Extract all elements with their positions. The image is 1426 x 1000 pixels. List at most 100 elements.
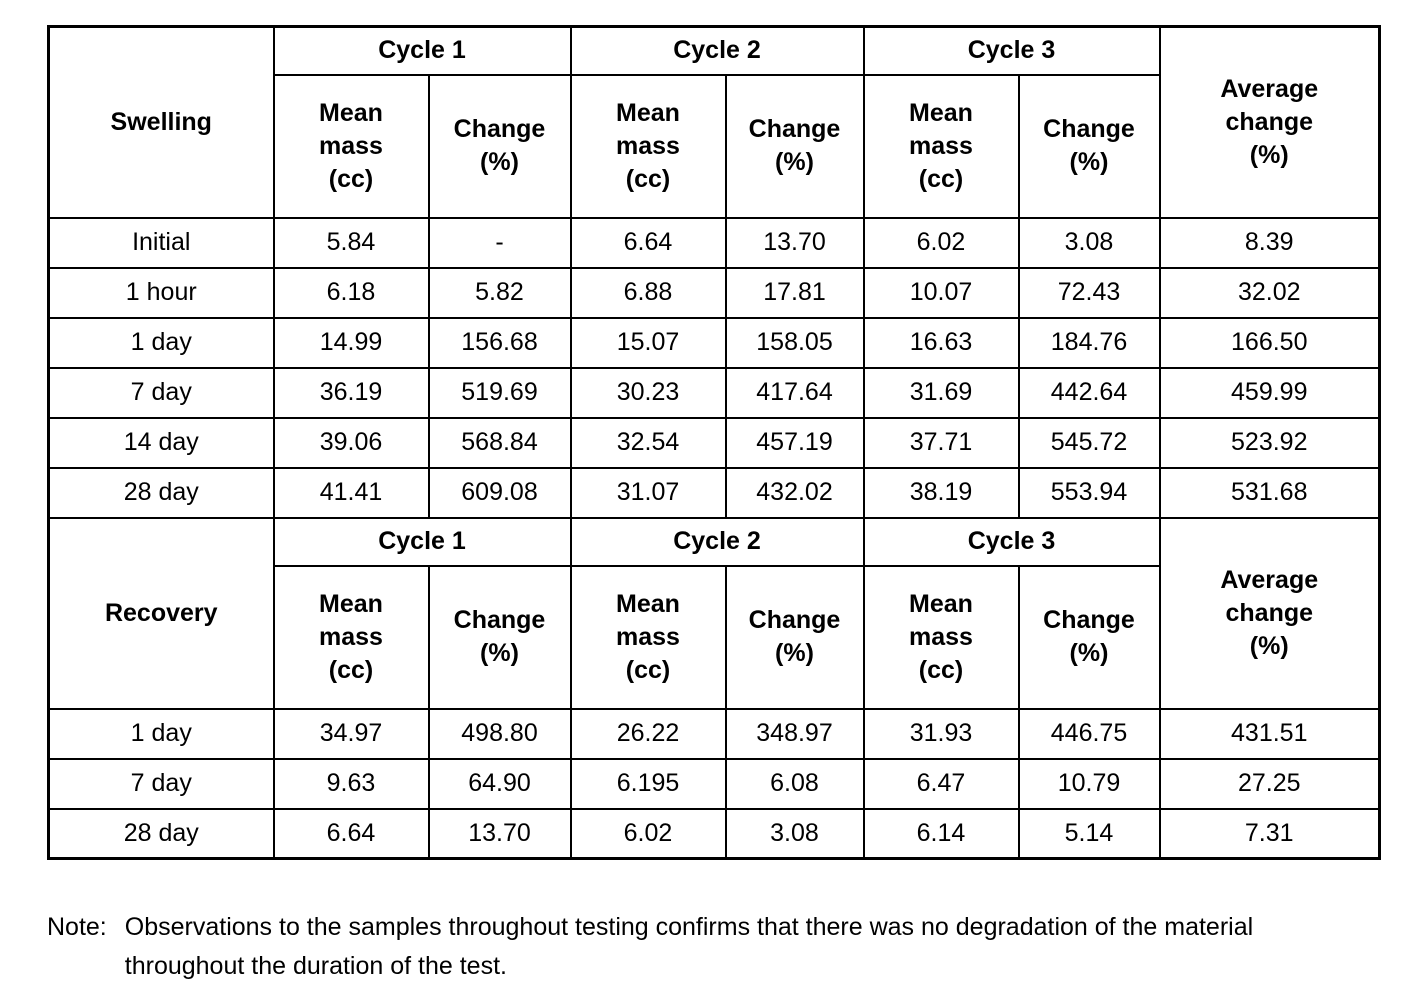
section-label-recovery: Recovery bbox=[47, 516, 275, 710]
row-label: 1 hour bbox=[47, 266, 275, 319]
data-cell: 6.18 bbox=[272, 266, 430, 319]
data-cell: 442.64 bbox=[1017, 366, 1161, 419]
data-cell: 31.07 bbox=[569, 466, 727, 519]
table-row: 1 hour 6.18 5.82 6.88 17.81 10.07 72.43 … bbox=[47, 266, 1381, 319]
data-cell: 158.05 bbox=[724, 316, 865, 369]
swelling-c2-change-header: Change (%) bbox=[724, 73, 865, 219]
data-cell: 32.54 bbox=[569, 416, 727, 469]
section-label-swelling: Swelling bbox=[47, 25, 275, 219]
recovery-c1-change-header: Change (%) bbox=[427, 564, 572, 710]
data-cell: 568.84 bbox=[427, 416, 572, 469]
table-row: Initial 5.84 - 6.64 13.70 6.02 3.08 8.39 bbox=[47, 216, 1381, 269]
data-cell: 38.19 bbox=[862, 466, 1020, 519]
data-cell: 3.08 bbox=[724, 807, 865, 860]
table-row: 7 day 9.63 64.90 6.195 6.08 6.47 10.79 2… bbox=[47, 757, 1381, 810]
data-cell: 8.39 bbox=[1158, 216, 1381, 269]
data-cell: 5.14 bbox=[1017, 807, 1161, 860]
swelling-cycle1-header: Cycle 1 bbox=[272, 25, 572, 76]
recovery-c2-mass-header: Mean mass (cc) bbox=[569, 564, 727, 710]
data-cell: 34.97 bbox=[272, 707, 430, 760]
data-cell: 6.64 bbox=[272, 807, 430, 860]
data-cell: 531.68 bbox=[1158, 466, 1381, 519]
data-cell: 6.02 bbox=[569, 807, 727, 860]
data-cell: 348.97 bbox=[724, 707, 865, 760]
data-cell: 184.76 bbox=[1017, 316, 1161, 369]
recovery-c1-mass-header: Mean mass (cc) bbox=[272, 564, 430, 710]
recovery-cycle3-header: Cycle 3 bbox=[862, 516, 1161, 567]
footnote: Note: Observations to the samples throug… bbox=[47, 908, 1377, 986]
data-cell: - bbox=[427, 216, 572, 269]
data-cell: 6.02 bbox=[862, 216, 1020, 269]
data-cell: 7.31 bbox=[1158, 807, 1381, 860]
row-label: 28 day bbox=[47, 466, 275, 519]
data-cell: 41.41 bbox=[272, 466, 430, 519]
data-cell: 31.69 bbox=[862, 366, 1020, 419]
row-label: Initial bbox=[47, 216, 275, 269]
footnote-text: Observations to the samples throughout t… bbox=[124, 913, 1254, 980]
data-cell: 6.08 bbox=[724, 757, 865, 810]
data-cell: 10.79 bbox=[1017, 757, 1161, 810]
data-cell: 15.07 bbox=[569, 316, 727, 369]
data-cell: 32.02 bbox=[1158, 266, 1381, 319]
table-row: 1 day 14.99 156.68 15.07 158.05 16.63 18… bbox=[47, 316, 1381, 369]
swelling-c3-change-header: Change (%) bbox=[1017, 73, 1161, 219]
data-cell: 519.69 bbox=[427, 366, 572, 419]
data-cell: 72.43 bbox=[1017, 266, 1161, 319]
data-cell: 37.71 bbox=[862, 416, 1020, 469]
data-cell: 31.93 bbox=[862, 707, 1020, 760]
data-cell: 5.84 bbox=[272, 216, 430, 269]
recovery-subheader-row: Mean mass (cc) Change (%) Mean mass (cc)… bbox=[49, 564, 1380, 710]
data-cell: 30.23 bbox=[569, 366, 727, 419]
data-cell: 27.25 bbox=[1158, 757, 1381, 810]
row-label: 1 day bbox=[47, 316, 275, 369]
row-label: 14 day bbox=[47, 416, 275, 469]
data-cell: 10.07 bbox=[862, 266, 1020, 319]
footnote-label: Note: bbox=[47, 913, 107, 941]
data-cell: 6.14 bbox=[862, 807, 1020, 860]
data-cell: 432.02 bbox=[724, 466, 865, 519]
data-cell: 6.88 bbox=[569, 266, 727, 319]
data-cell: 39.06 bbox=[272, 416, 430, 469]
table-row: 28 day 6.64 13.70 6.02 3.08 6.14 5.14 7.… bbox=[47, 807, 1381, 860]
data-cell: 64.90 bbox=[427, 757, 572, 810]
data-cell: 6.47 bbox=[862, 757, 1020, 810]
data-cell: 36.19 bbox=[272, 366, 430, 419]
data-cell: 545.72 bbox=[1017, 416, 1161, 469]
data-cell: 457.19 bbox=[724, 416, 865, 469]
row-label: 7 day bbox=[47, 757, 275, 810]
swelling-average-header: Average change (%) bbox=[1158, 25, 1381, 219]
swelling-c2-mass-header: Mean mass (cc) bbox=[569, 73, 727, 219]
data-cell: 6.195 bbox=[569, 757, 727, 810]
data-cell: 17.81 bbox=[724, 266, 865, 319]
recovery-average-header: Average change (%) bbox=[1158, 516, 1381, 710]
data-cell: 156.68 bbox=[427, 316, 572, 369]
data-cell: 3.08 bbox=[1017, 216, 1161, 269]
data-cell: 523.92 bbox=[1158, 416, 1381, 469]
swelling-subheader-row: Mean mass (cc) Change (%) Mean mass (cc)… bbox=[49, 73, 1380, 219]
data-cell: 166.50 bbox=[1158, 316, 1381, 369]
data-cell: 13.70 bbox=[427, 807, 572, 860]
swelling-c1-mass-header: Mean mass (cc) bbox=[272, 73, 430, 219]
data-cell: 14.99 bbox=[272, 316, 430, 369]
recovery-c3-change-header: Change (%) bbox=[1017, 564, 1161, 710]
swelling-cycle-header-row: Swelling Cycle 1 Cycle 2 Cycle 3 Average… bbox=[47, 25, 1381, 219]
swelling-c3-mass-header: Mean mass (cc) bbox=[862, 73, 1020, 219]
recovery-c3-mass-header: Mean mass (cc) bbox=[862, 564, 1020, 710]
data-cell: 431.51 bbox=[1158, 707, 1381, 760]
row-label: 1 day bbox=[47, 707, 275, 760]
recovery-c2-change-header: Change (%) bbox=[724, 564, 865, 710]
recovery-cycle1-header: Cycle 1 bbox=[272, 516, 572, 567]
table-row: 7 day 36.19 519.69 30.23 417.64 31.69 44… bbox=[47, 366, 1381, 419]
data-cell: 553.94 bbox=[1017, 466, 1161, 519]
data-cell: 9.63 bbox=[272, 757, 430, 810]
row-label: 7 day bbox=[47, 366, 275, 419]
swelling-cycle2-header: Cycle 2 bbox=[569, 25, 865, 76]
data-cell: 446.75 bbox=[1017, 707, 1161, 760]
data-cell: 459.99 bbox=[1158, 366, 1381, 419]
row-label: 28 day bbox=[47, 807, 275, 860]
data-cell: 6.64 bbox=[569, 216, 727, 269]
swelling-c1-change-header: Change (%) bbox=[427, 73, 572, 219]
data-cell: 609.08 bbox=[427, 466, 572, 519]
data-cell: 417.64 bbox=[724, 366, 865, 419]
